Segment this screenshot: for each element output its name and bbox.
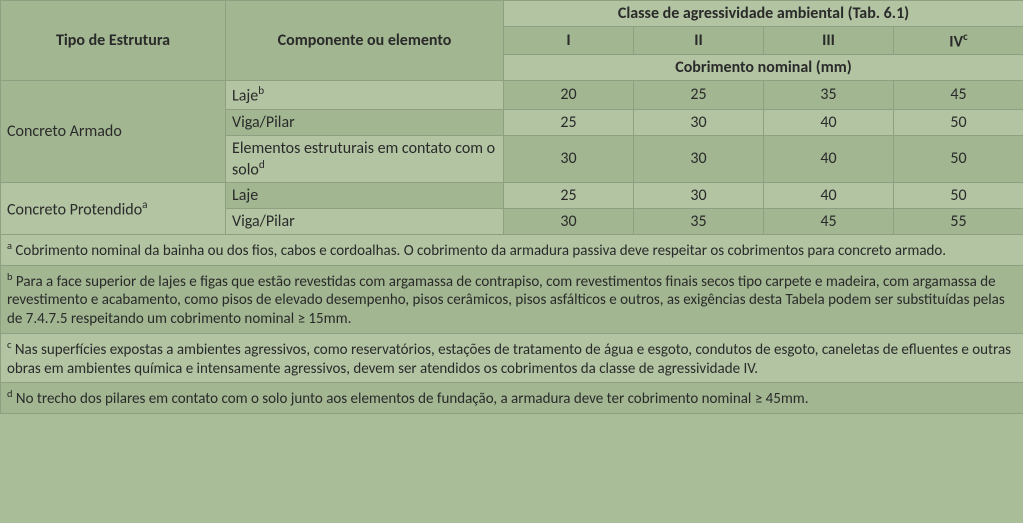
row-label: Laje	[232, 186, 258, 205]
header-col-iv-sup: c	[963, 30, 968, 44]
header-classe-title: Classe de agressividade ambiental (Tab. …	[504, 1, 1023, 27]
cell-val: 50	[894, 109, 1023, 135]
footnote-c-text: Nas superfícies expostas a ambientes agr…	[7, 341, 1011, 378]
row-label: Viga/Pilar	[232, 212, 295, 231]
cell-val: 25	[634, 81, 764, 109]
cobrimento-table: Tipo de Estrutura Componente ou elemento…	[0, 0, 1023, 414]
cell-val: 45	[894, 81, 1023, 109]
group-sup: a	[142, 198, 147, 212]
cell-val: 30	[634, 182, 764, 208]
group-name-armado: Concreto Armado	[1, 81, 226, 183]
row-viga-pilar-2: Viga/Pilar	[226, 208, 504, 234]
footnote-d: d No trecho dos pilares em contato com o…	[1, 383, 1023, 414]
cell-val: 30	[504, 208, 634, 234]
footnote-b-text: Para a face superior de lajes e figas qu…	[7, 273, 1005, 329]
header-componente: Componente ou elemento	[226, 1, 504, 81]
row-laje-b: Lajeb	[226, 81, 504, 109]
cell-val: 55	[894, 208, 1023, 234]
row-label: Viga/Pilar	[232, 113, 295, 132]
header-col-ii: II	[634, 27, 764, 55]
group-label: Concreto Protendido	[7, 200, 142, 219]
footnote-d-text: No trecho dos pilares em contato com o s…	[13, 390, 809, 408]
row-label: Laje	[232, 87, 258, 106]
header-tipo-estrutura: Tipo de Estrutura	[1, 1, 226, 81]
group-name-protendido: Concreto Protendidoa	[1, 182, 226, 234]
footnote-c: c Nas superfícies expostas a ambientes a…	[1, 333, 1023, 383]
cell-val: 40	[764, 135, 894, 182]
cell-val: 50	[894, 182, 1023, 208]
cell-val: 35	[634, 208, 764, 234]
cell-val: 50	[894, 135, 1023, 182]
header-col-iii: III	[764, 27, 894, 55]
header-col-iv-label: IV	[949, 32, 963, 51]
row-laje-2: Laje	[226, 182, 504, 208]
header-col-iv: IVc	[894, 27, 1023, 55]
row-sup: b	[258, 84, 264, 98]
cell-val: 45	[764, 208, 894, 234]
cell-val: 25	[504, 182, 634, 208]
cell-val: 30	[634, 109, 764, 135]
header-subheader: Cobrimento nominal (mm)	[504, 55, 1023, 81]
row-viga-pilar-1: Viga/Pilar	[226, 109, 504, 135]
footnote-a-text: Cobrimento nominal da bainha ou dos fios…	[12, 242, 946, 260]
cell-val: 30	[634, 135, 764, 182]
cell-val: 40	[764, 182, 894, 208]
cell-val: 25	[504, 109, 634, 135]
row-label: Elementos estruturais em contato com o s…	[232, 139, 495, 179]
cell-val: 30	[504, 135, 634, 182]
cell-val: 35	[764, 81, 894, 109]
cell-val: 20	[504, 81, 634, 109]
row-sup: d	[259, 158, 265, 172]
footnote-b: b Para a face superior de lajes e figas …	[1, 265, 1023, 333]
cell-val: 40	[764, 109, 894, 135]
header-col-i: I	[504, 27, 634, 55]
footnote-a: a Cobrimento nominal da bainha ou dos fi…	[1, 234, 1023, 265]
row-elementos-solo: Elementos estruturais em contato com o s…	[226, 135, 504, 182]
